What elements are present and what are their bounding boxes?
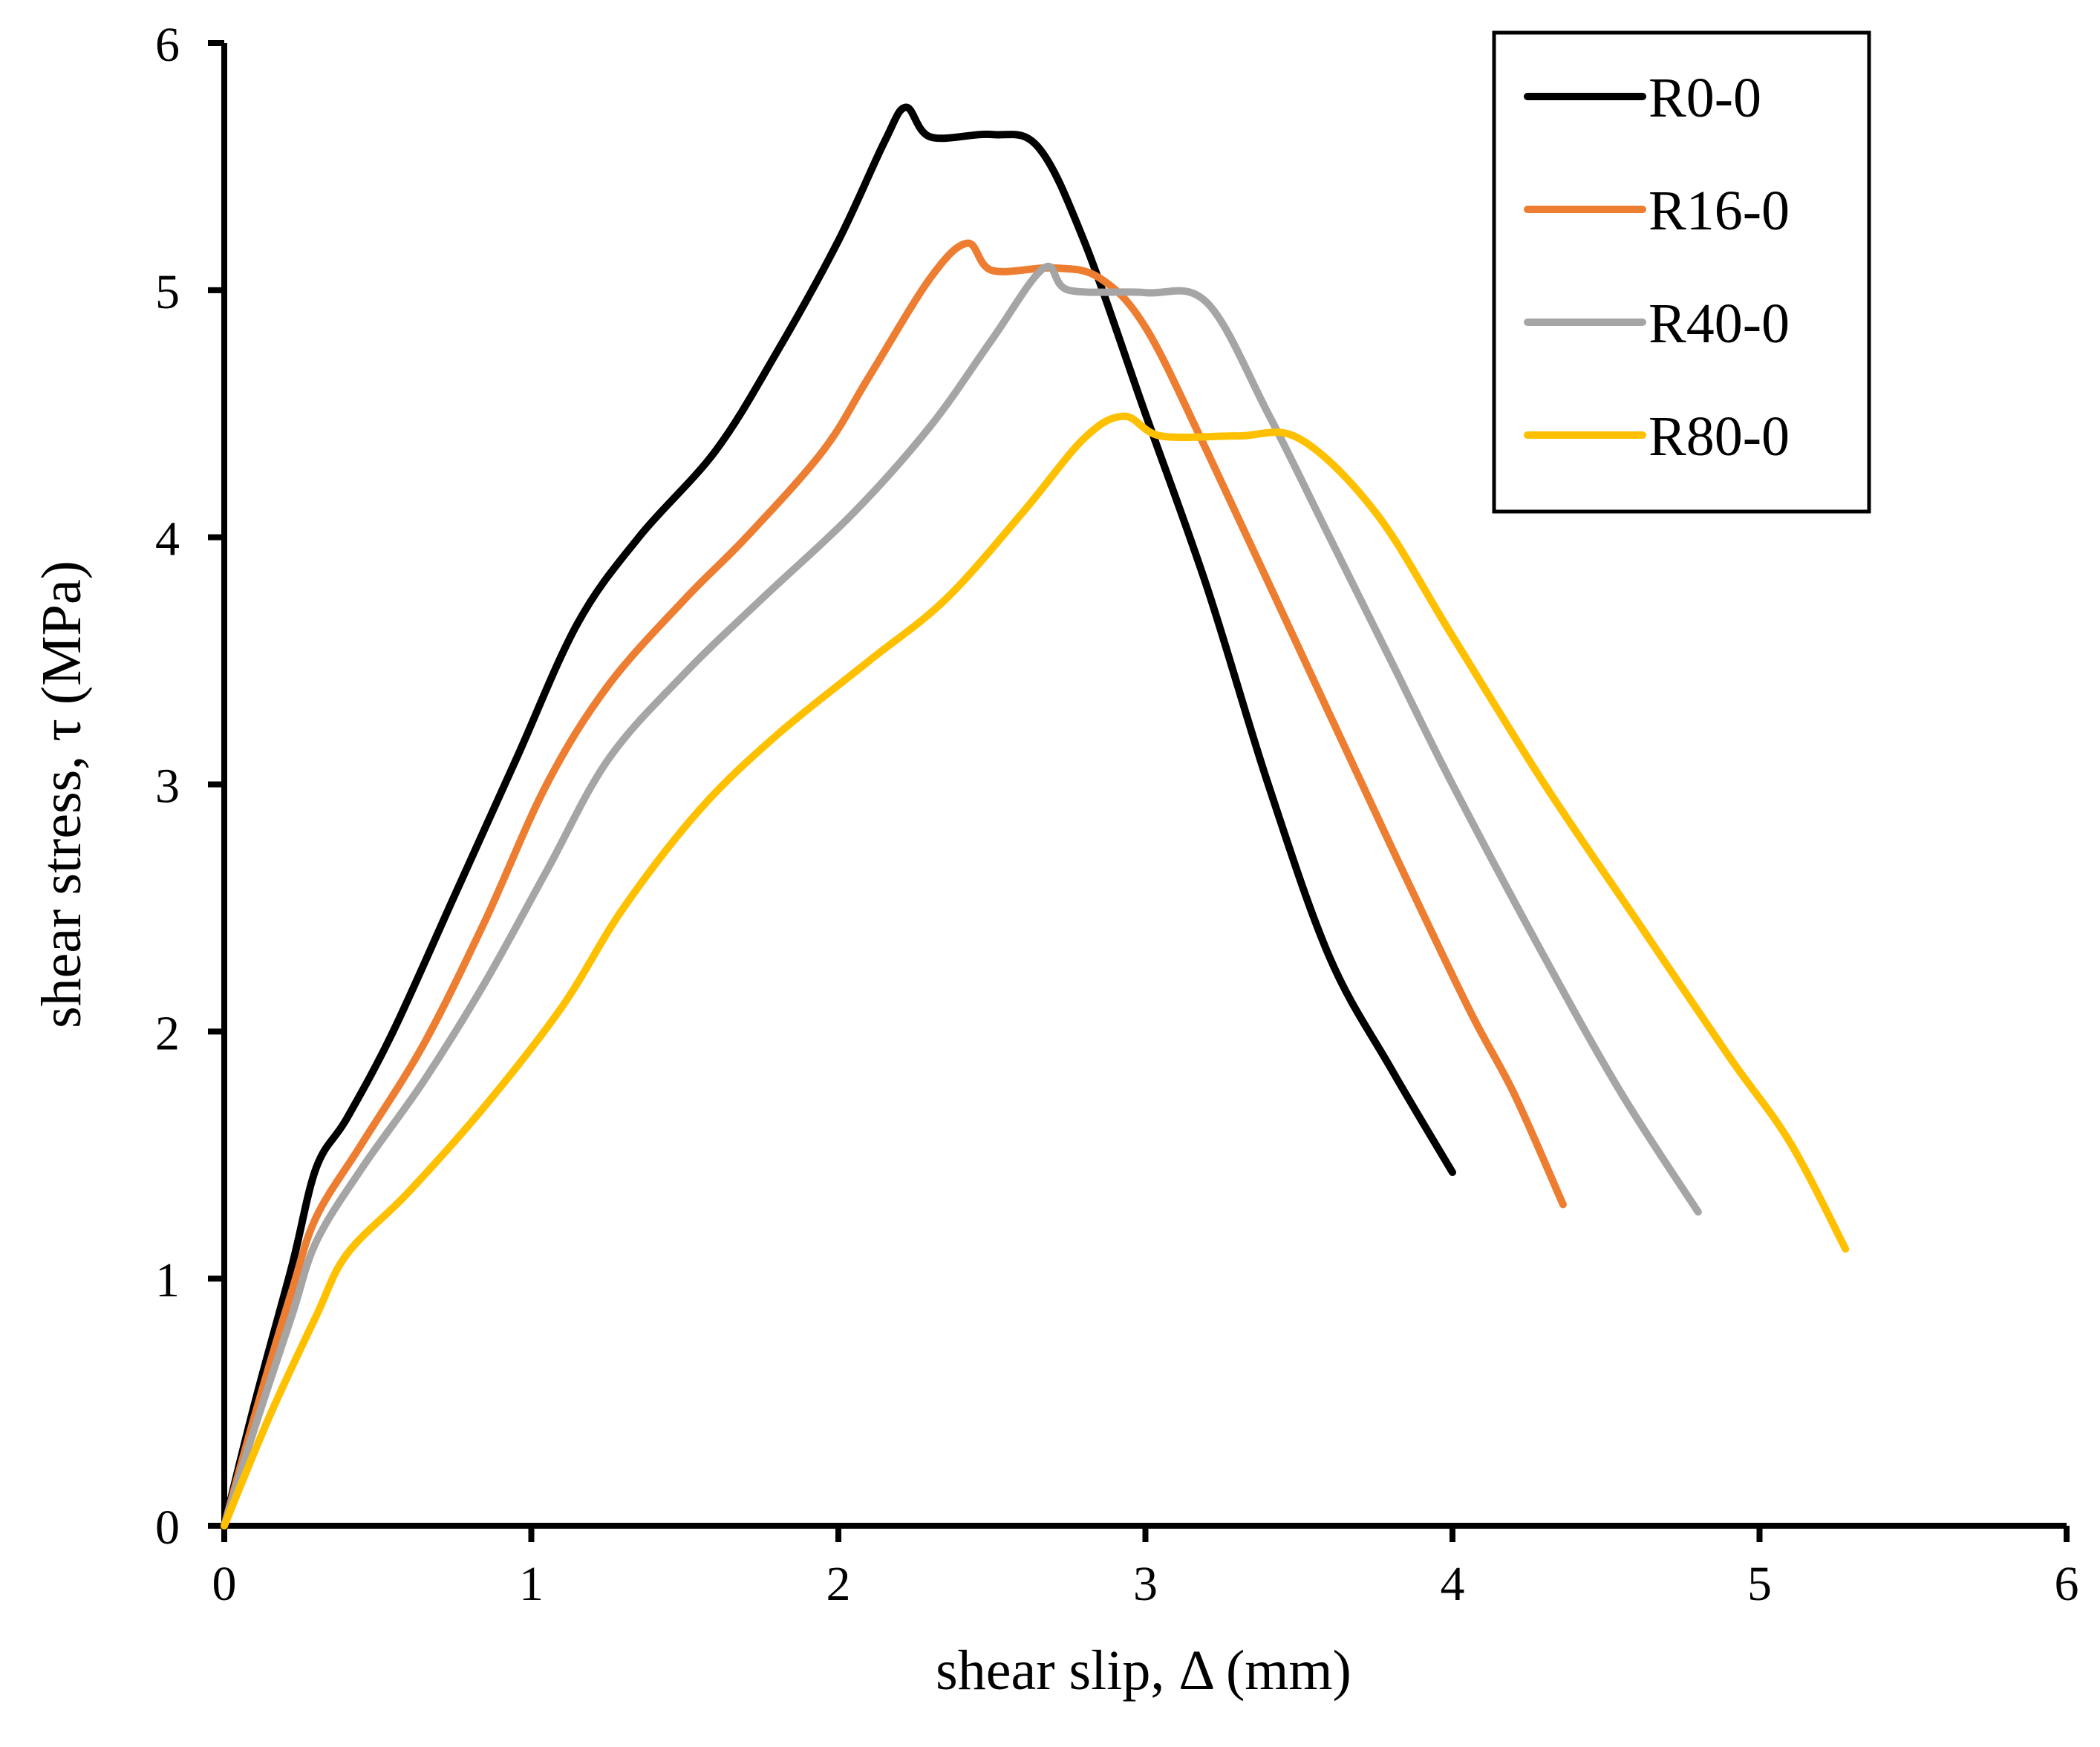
series-line-r40-0: [221, 262, 1702, 1529]
series-line-r80-0: [221, 412, 1850, 1529]
x-tick-label: 5: [1747, 1557, 1772, 1611]
y-axis-title: shear stress, τ (MPa): [30, 561, 93, 1028]
legend-label-r80-0: R80-0: [1649, 405, 1790, 468]
x-axis-title: shear slip, Δ (mm): [936, 1639, 1351, 1702]
ticks-layer: 0 1 2 3 4 5 6 0 1 2 3 4 5 6: [155, 18, 2079, 1611]
legend: R0-0 R16-0 R40-0 R80-0: [1492, 30, 1871, 514]
x-tick-label: 6: [2055, 1557, 2079, 1611]
y-tick-label: 4: [155, 512, 180, 566]
series-layer: [221, 103, 1850, 1529]
x-tick-label: 3: [1133, 1557, 1158, 1611]
y-tick-label: 6: [155, 18, 180, 72]
x-tick-label: 2: [826, 1557, 851, 1611]
legend-label-r40-0: R40-0: [1649, 293, 1790, 355]
series-line-r16-0: [221, 239, 1567, 1529]
legend-label-r16-0: R16-0: [1649, 180, 1790, 242]
legend-label-r0-0: R0-0: [1649, 67, 1761, 129]
y-tick-label: 2: [155, 1006, 180, 1060]
x-tick-label: 0: [212, 1557, 237, 1611]
x-tick-label: 1: [519, 1557, 544, 1611]
series-line-r0-0: [221, 103, 1456, 1529]
y-tick-label: 3: [155, 760, 180, 814]
y-tick-label: 5: [155, 265, 180, 319]
x-tick-label: 4: [1441, 1557, 1465, 1611]
y-tick-label: 1: [155, 1253, 180, 1307]
y-tick-label: 0: [155, 1501, 180, 1555]
